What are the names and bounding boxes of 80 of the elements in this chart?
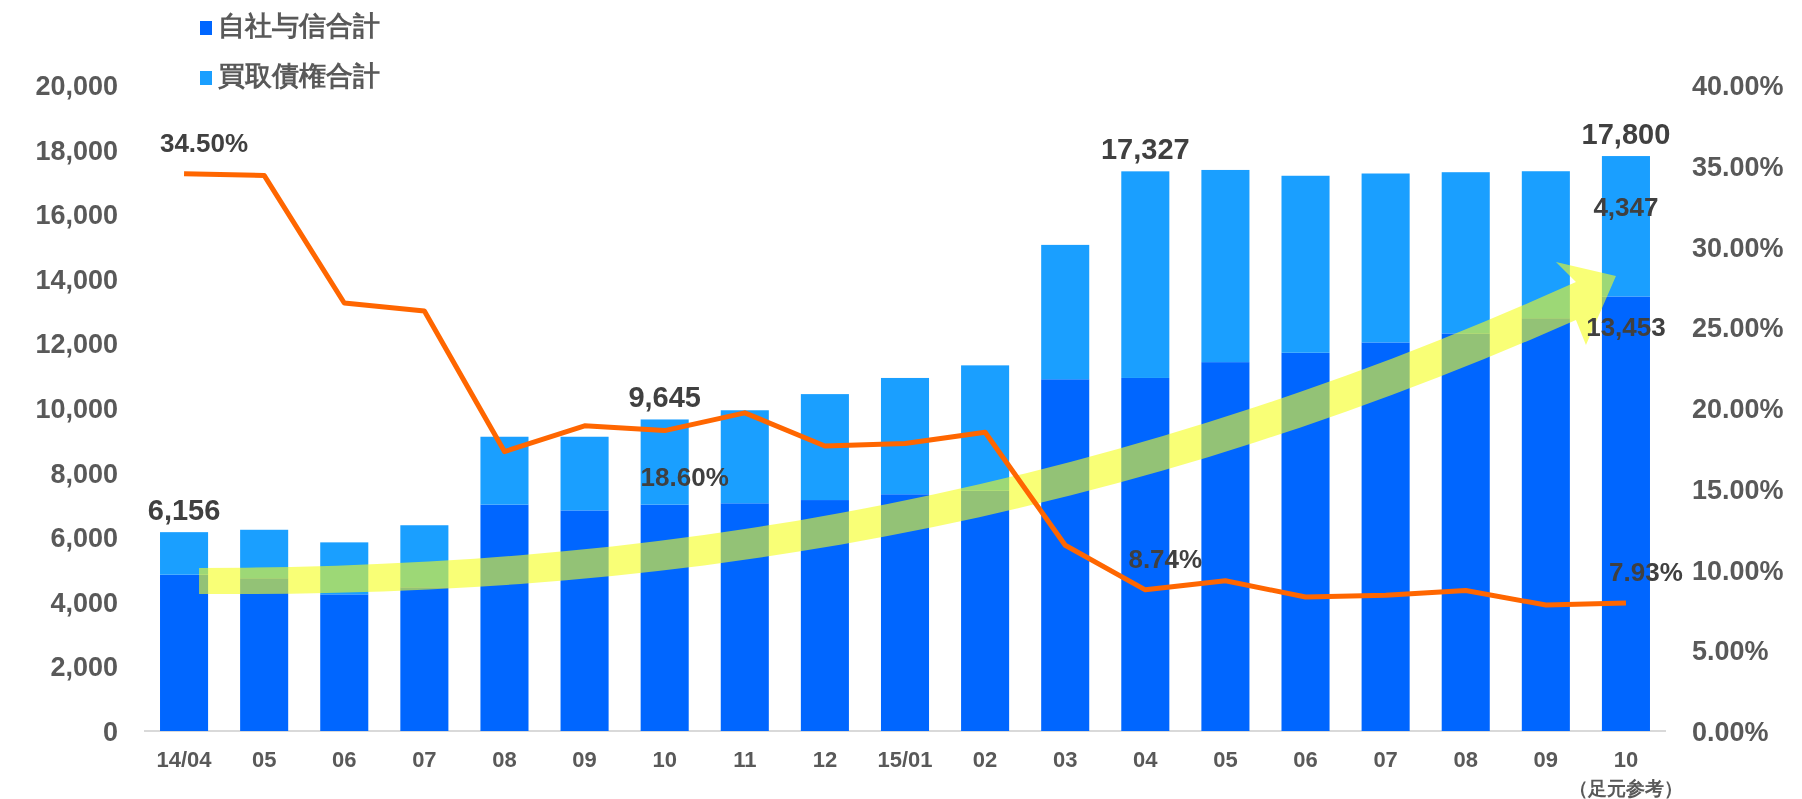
y2-tick-label: 0.00% (1692, 717, 1769, 747)
bar (1521, 171, 1570, 319)
legend-label: 自社与信合計 (218, 11, 380, 41)
bar (961, 365, 1010, 491)
bar (1521, 318, 1570, 731)
bar (480, 436, 529, 505)
bar (1041, 379, 1090, 731)
y2-tick-label: 25.00% (1692, 313, 1784, 344)
y-tick-label: 4,000 (50, 587, 118, 618)
x-tick-label: 09 (1533, 747, 1559, 772)
x-tick-label: 03 (1052, 747, 1078, 772)
bar (880, 494, 930, 731)
bar (720, 503, 769, 731)
x-tick-label: 11 (733, 747, 757, 772)
x-tick-label: 10 (652, 747, 677, 772)
bar (800, 500, 849, 731)
bar (1441, 333, 1490, 731)
bar (160, 532, 209, 575)
bar (1201, 362, 1250, 731)
total-label: 17,327 (1100, 133, 1190, 166)
y2-tick-label: 15.00% (1692, 474, 1784, 505)
x-tick-label: 04 (1133, 747, 1159, 772)
total-label: 9,645 (628, 381, 701, 414)
y2-tick-label: 35.00% (1692, 151, 1784, 182)
x-tick-label: 09 (572, 747, 597, 772)
bar (1041, 244, 1090, 380)
y2-tick-label: 30.00% (1692, 232, 1784, 263)
y-tick-label: 20,000 (35, 71, 118, 101)
y-tick-label: 16,000 (35, 200, 118, 231)
y-tick-label: 6,000 (50, 523, 118, 554)
bar (400, 525, 449, 588)
bar (800, 394, 849, 501)
bar (961, 490, 1010, 731)
x-tick-label: 10 (1613, 747, 1639, 772)
total-label: 6,156 (147, 494, 221, 527)
x-tick-label: 12 (812, 747, 838, 772)
bar (320, 542, 369, 595)
legend-label: 買取債権合計 (218, 61, 380, 91)
bar (1281, 352, 1330, 731)
bar (1281, 175, 1330, 353)
x-tick-label: 07 (1373, 747, 1398, 772)
y2-tick-label: 20.00% (1692, 394, 1784, 424)
data-label: 34.50% (159, 127, 249, 158)
x-tick-label: 05 (251, 747, 277, 772)
bar (400, 587, 449, 731)
x-tick-label: 08 (1453, 747, 1478, 772)
y-tick-label: 2,000 (50, 652, 118, 683)
y2-tick-label: 40.00% (1692, 71, 1784, 101)
bar (1201, 169, 1250, 363)
y-tick-label: 10,000 (35, 394, 118, 424)
x-tick-label: 07 (412, 747, 437, 772)
x-tick-label: 06 (1293, 747, 1318, 772)
y-tick-label: 18,000 (35, 135, 118, 166)
y-tick-label: 12,000 (35, 329, 118, 360)
bar (1361, 173, 1410, 343)
bar (640, 504, 689, 731)
bar (480, 504, 529, 731)
bar (320, 594, 369, 731)
y-tick-label: 14,000 (35, 264, 118, 295)
x-tick-label: 05 (1213, 747, 1238, 772)
y2-tick-label: 5.00% (1692, 636, 1769, 667)
x-tick-label: 08 (492, 747, 517, 772)
bar (1121, 171, 1170, 378)
x-tick-label: 14/04 (156, 747, 213, 772)
total-label: 17,800 (1581, 118, 1671, 151)
x-tick-label: 02 (972, 747, 998, 772)
x-tick-label: 06 (332, 747, 357, 772)
bar (240, 578, 289, 731)
y-tick-label: 0 (102, 717, 118, 747)
bar (1361, 342, 1410, 731)
bar (160, 574, 209, 731)
y-tick-label: 8,000 (50, 458, 118, 489)
bar (880, 377, 930, 495)
bar (1441, 172, 1490, 334)
y2-tick-label: 10.00% (1692, 555, 1784, 586)
x-tick-label: 15/01 (877, 747, 933, 772)
bar (560, 436, 609, 511)
bar (560, 510, 609, 731)
bar (240, 529, 289, 579)
text: （足元参考） (1568, 778, 1683, 799)
